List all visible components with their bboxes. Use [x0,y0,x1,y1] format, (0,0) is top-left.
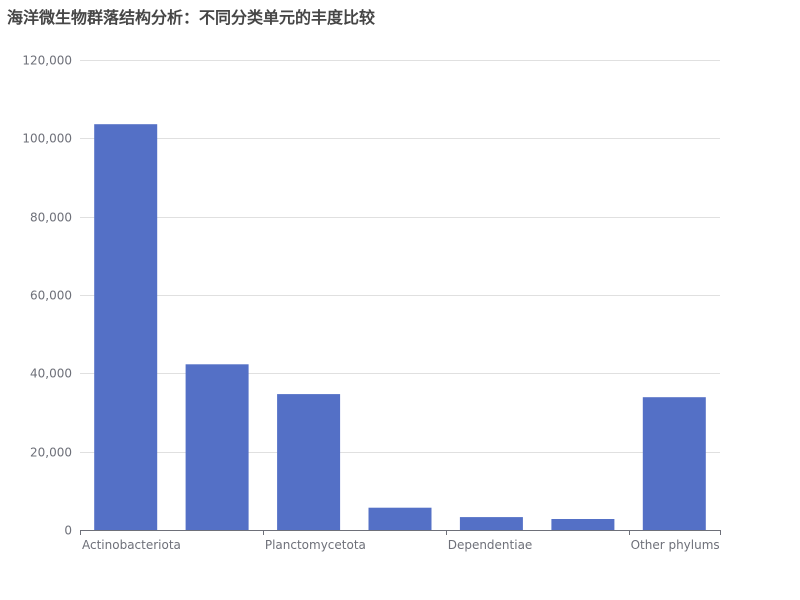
y-tick-label: 40,000 [30,367,72,381]
x-tick-label: Other phylums [631,538,720,552]
chart-title: 海洋微生物群落结构分析：不同分类单元的丰度比较 [7,8,376,27]
y-tick-label: 100,000 [22,132,72,146]
x-axis: Actinobacteriota Planctomycetota Dependent… [80,530,721,552]
bar[interactable] [185,364,249,530]
y-axis-tick-labels: 0 20,000 40,000 60,000 80,000 100,000 120,000 [22,54,72,538]
bar[interactable] [277,394,341,530]
y-tick-label: 0 [64,524,72,538]
bar[interactable] [368,507,432,530]
x-tick-label: Dependentiae [448,538,533,552]
bars [94,124,706,530]
grid-lines [80,60,720,453]
x-tick-label: Planctomycetota [265,538,366,552]
y-tick-label: 80,000 [30,211,72,225]
bar[interactable] [459,517,523,530]
x-tick-label: Actinobacteriota [82,538,181,552]
bar[interactable] [642,397,706,530]
y-tick-label: 20,000 [30,446,72,460]
bar[interactable] [551,519,615,530]
bar[interactable] [94,124,158,530]
y-tick-label: 60,000 [30,289,72,303]
y-tick-label: 120,000 [22,54,72,68]
